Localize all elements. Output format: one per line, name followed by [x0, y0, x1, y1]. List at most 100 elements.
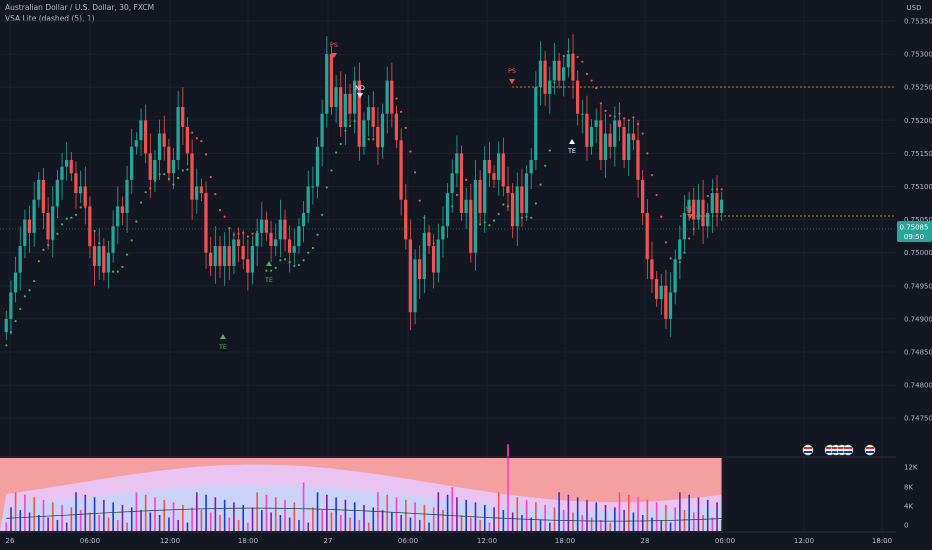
candle-body: [445, 193, 450, 227]
trailing-dot: [209, 175, 212, 179]
volume-bar: [711, 517, 714, 531]
candle-body: [264, 219, 268, 233]
trailing-dot: [585, 72, 589, 76]
volume-bar: [507, 444, 509, 531]
candle-body: [190, 153, 194, 200]
flag-us-icon[interactable]: [802, 444, 814, 456]
indicator-legend[interactable]: VSA Lite (dashed (5), 1): [5, 14, 95, 23]
candle-body: [617, 120, 622, 127]
candle-body: [631, 133, 635, 141]
volume-bar: [581, 514, 584, 531]
candle-body: [246, 259, 250, 273]
volume-bar: [223, 499, 226, 531]
volume-bar: [641, 514, 644, 531]
candle-body: [185, 126, 190, 154]
candle-body: [311, 186, 315, 188]
trailing-dot: [186, 168, 189, 171]
candle-body: [55, 179, 59, 207]
volume-bar: [530, 517, 533, 531]
time-tick-label: 12:00: [477, 537, 497, 545]
volume-bar: [358, 520, 361, 531]
symbol-legend[interactable]: Australian Dollar / U.S. Dollar, 30, FXC…: [5, 3, 155, 12]
volume-bar: [126, 522, 128, 531]
candle-body: [157, 133, 162, 161]
candle-body: [464, 199, 468, 213]
price-axis[interactable]: USD 0.75350 0.75300 0.75250 0.75200 0.75150 0…: [904, 4, 932, 423]
candle-body: [195, 186, 199, 200]
volume-bar: [627, 494, 630, 531]
trailing-dot: [125, 253, 129, 256]
candle-body: [510, 193, 515, 227]
trailing-dot: [121, 265, 124, 268]
time-tick-label: 12:00: [794, 537, 814, 545]
candle-body: [120, 206, 124, 213]
candle-body: [524, 173, 529, 213]
volume-axis[interactable]: 12K 8K 4K 0: [904, 464, 918, 530]
candle-body: [603, 133, 608, 161]
candle-body: [715, 193, 719, 213]
candle-body: [469, 199, 473, 253]
candle-body: [719, 199, 724, 213]
volume-bar: [130, 507, 133, 531]
candle-body: [608, 133, 612, 147]
candle-body: [701, 199, 705, 227]
candle-body: [134, 140, 138, 147]
volume-bar: [265, 494, 268, 531]
volume-bar: [572, 512, 574, 531]
volume-bar: [140, 509, 142, 531]
price-tick-label: 0.74950: [904, 282, 932, 290]
candle-body: [92, 246, 97, 266]
candle-body: [153, 160, 157, 180]
up-triangle-icon: [220, 334, 226, 339]
candle-body: [692, 199, 696, 220]
volume-bar: [42, 499, 45, 531]
price-tick-label: 0.75200: [904, 117, 932, 125]
candle-body: [659, 285, 663, 300]
trailing-dot: [74, 213, 78, 216]
economic-events[interactable]: [802, 444, 876, 456]
candle-body: [450, 173, 454, 194]
volume-bar: [117, 520, 119, 531]
candle-body: [208, 252, 213, 266]
volume-bar: [98, 514, 101, 531]
trailing-dot: [404, 126, 407, 129]
volume-bar: [237, 520, 240, 531]
candle-body: [520, 186, 524, 213]
flag-us-icon[interactable]: [864, 444, 876, 456]
price-tick-label: 0.74900: [904, 315, 932, 323]
volume-bar: [182, 504, 184, 531]
candle-body: [496, 153, 501, 180]
annotation-nd-2: ND: [685, 205, 695, 219]
candle-body: [459, 153, 464, 213]
candle-body: [241, 246, 245, 260]
candle-body: [306, 186, 310, 213]
volume-bar: [200, 509, 203, 531]
candle-body: [385, 80, 389, 114]
volume-bar: [321, 509, 323, 531]
volume-bar: [697, 497, 700, 531]
volume-bar: [702, 514, 704, 531]
volume-bar: [19, 509, 22, 531]
volume-bar: [256, 492, 258, 531]
candle-body: [538, 60, 543, 88]
trailing-dot: [688, 237, 691, 240]
volume-bar: [525, 499, 528, 531]
volume-bar: [595, 502, 598, 531]
time-tick-label: 12:00: [160, 537, 180, 545]
time-tick-label: 18:00: [238, 537, 258, 545]
candle-body: [529, 160, 533, 174]
price-tick-label: 0.75150: [904, 150, 932, 158]
flag-us-icon[interactable]: [842, 444, 854, 456]
volume-bar: [544, 504, 546, 531]
time-axis[interactable]: 26 06:00 12:00 18:00 27 06:00 12:00 18:00 28 06:0…: [6, 537, 893, 545]
candle-body: [315, 146, 320, 187]
volume-bar: [168, 517, 170, 531]
volume-bar: [693, 512, 695, 531]
candle-body: [9, 292, 13, 319]
trailing-dot: [595, 87, 598, 90]
volume-bar: [432, 507, 435, 531]
volume-tick-label: 8K: [904, 484, 913, 492]
candle-body: [441, 226, 445, 240]
trailing-dot: [590, 79, 593, 82]
